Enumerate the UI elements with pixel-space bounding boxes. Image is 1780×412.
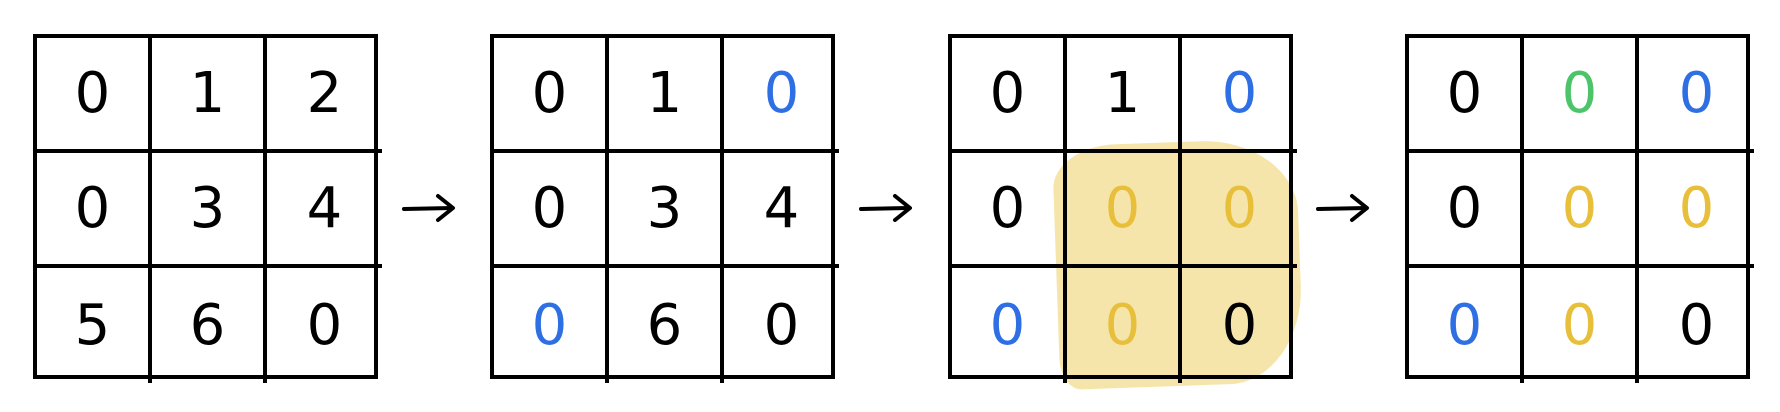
grid-1: 0 1 2 0 3 4 5 6 0 xyxy=(33,34,382,383)
grid-2-cell-2: 0 xyxy=(724,38,839,153)
grid-3-cell-3: 0 xyxy=(952,153,1067,268)
grid-1-cells: 0 1 2 0 3 4 5 6 0 xyxy=(33,34,382,383)
grid-3-cell-1: 1 xyxy=(1067,38,1182,153)
right-arrow-icon xyxy=(859,194,912,222)
grid-2-cell-0: 0 xyxy=(494,38,609,153)
grid-1-cell-4: 3 xyxy=(152,153,267,268)
grid-4-cell-4: 0 xyxy=(1524,153,1639,268)
grid-2-cell-8: 0 xyxy=(763,292,800,358)
grid-1-cell-2: 2 xyxy=(267,38,382,153)
grid-2-cells: 0 1 0 0 3 4 0 6 0 xyxy=(490,34,839,383)
grid-4-cell-8: 0 xyxy=(1678,292,1715,358)
grid-4-cell-5: 0 xyxy=(1639,153,1754,268)
grid-4-cell-1: 0 xyxy=(1524,38,1639,153)
grid-3: 0 1 0 0 0 0 0 0 0 xyxy=(948,34,1305,391)
grid-3-cell-5: 0 xyxy=(1182,153,1297,268)
grid-2-cell-3: 0 xyxy=(494,153,609,268)
grid-2-cell-6: 0 xyxy=(494,268,609,383)
grid-4-cell-7: 0 xyxy=(1524,268,1639,383)
grid-1-cell-3: 0 xyxy=(37,153,152,268)
right-arrow-icon xyxy=(1316,194,1369,222)
grid-2: 0 1 0 0 3 4 0 6 0 xyxy=(490,34,839,383)
grid-1-cell-6: 5 xyxy=(37,268,152,383)
grid-4-cell-2: 0 xyxy=(1639,38,1754,153)
grid-4-cell-6: 0 xyxy=(1409,268,1524,383)
grid-1-cell-8: 0 xyxy=(306,292,343,358)
grid-1-cell-7: 6 xyxy=(152,268,267,383)
grid-3-cell-4: 0 xyxy=(1067,153,1182,268)
grid-3-cell-7: 0 xyxy=(1067,268,1182,383)
grid-2-cell-5: 4 xyxy=(724,153,839,268)
grid-3-cell-6: 0 xyxy=(952,268,1067,383)
grid-2-cell-7: 6 xyxy=(609,268,724,383)
grid-3-cells: 0 1 0 0 0 0 0 0 0 xyxy=(948,34,1297,383)
grid-3-cell-2: 0 xyxy=(1182,38,1297,153)
grid-4-cell-0: 0 xyxy=(1409,38,1524,153)
grid-3-cell-8: 0 xyxy=(1221,292,1258,358)
grid-4-cell-3: 0 xyxy=(1409,153,1524,268)
grid-4: 0 0 0 0 0 0 0 0 0 xyxy=(1405,34,1754,383)
grid-3-cell-0: 0 xyxy=(952,38,1067,153)
grid-4-cells: 0 0 0 0 0 0 0 0 0 xyxy=(1405,34,1754,383)
grid-2-cell-4: 3 xyxy=(609,153,724,268)
grid-1-cell-5: 4 xyxy=(267,153,382,268)
grid-2-cell-1: 1 xyxy=(609,38,724,153)
right-arrow-icon xyxy=(402,194,455,222)
grid-1-cell-1: 1 xyxy=(152,38,267,153)
grid-1-cell-0: 0 xyxy=(37,38,152,153)
